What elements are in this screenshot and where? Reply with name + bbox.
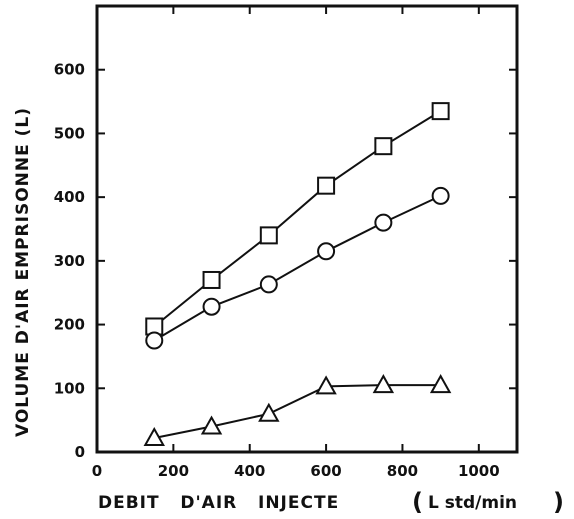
y-axis-title: VOLUME D'AIR EMPRISONNE (L)	[13, 107, 33, 437]
ticks: 0 200 400 600 800 1000 0 100 200 300 400 500 600	[54, 6, 517, 480]
series-circle	[145, 186, 450, 350]
point-triangle	[258, 402, 280, 422]
y-tick-label: 300	[54, 252, 85, 270]
point-circle	[374, 213, 393, 232]
x-tick-label: 400	[234, 462, 265, 480]
point-triangle	[200, 415, 223, 435]
x-tick-label: 200	[158, 462, 189, 480]
point-circle	[202, 297, 221, 316]
point-square	[374, 137, 393, 156]
x-axis-unit-close: )	[553, 488, 564, 516]
y-tick-label: 0	[75, 443, 85, 461]
y-axis-title-text: VOLUME D'AIR EMPRISONNE (L)	[13, 107, 33, 437]
series-group	[143, 102, 452, 446]
series-line-circle	[153, 194, 442, 342]
point-square	[431, 102, 450, 121]
x-tick-label: 0	[92, 462, 102, 480]
point-square	[202, 270, 221, 289]
point-triangle	[372, 374, 395, 394]
y-tick-label: 100	[54, 379, 85, 397]
point-circle	[431, 186, 450, 205]
series-line-triangle	[154, 384, 441, 439]
x-tick-label: 800	[387, 462, 418, 480]
x-axis-unit-open: (	[412, 488, 423, 516]
series-line-square	[153, 110, 442, 328]
point-square	[317, 176, 336, 195]
series-triangle	[143, 374, 452, 446]
plot-frame	[95, 4, 519, 454]
point-circle	[317, 242, 336, 261]
point-triangle	[429, 374, 452, 394]
point-circle	[145, 331, 164, 350]
point-triangle	[315, 375, 337, 395]
x-tick-label: 600	[310, 462, 341, 480]
x-axis-title: DEBIT D'AIR INJECTE ( L std/min )	[98, 488, 564, 516]
y-tick-label: 200	[54, 316, 85, 334]
y-tick-label: 500	[54, 124, 85, 142]
point-triangle	[143, 426, 165, 446]
x-axis-title-text: DEBIT D'AIR INJECTE	[98, 493, 339, 513]
x-axis-unit: L std/min	[428, 493, 517, 513]
point-circle	[259, 275, 278, 294]
axes	[95, 4, 519, 454]
point-square	[259, 226, 278, 245]
x-tick-label: 1000	[458, 462, 500, 480]
series-square	[145, 102, 450, 336]
y-tick-label: 400	[54, 188, 85, 206]
y-tick-label: 600	[54, 61, 85, 79]
